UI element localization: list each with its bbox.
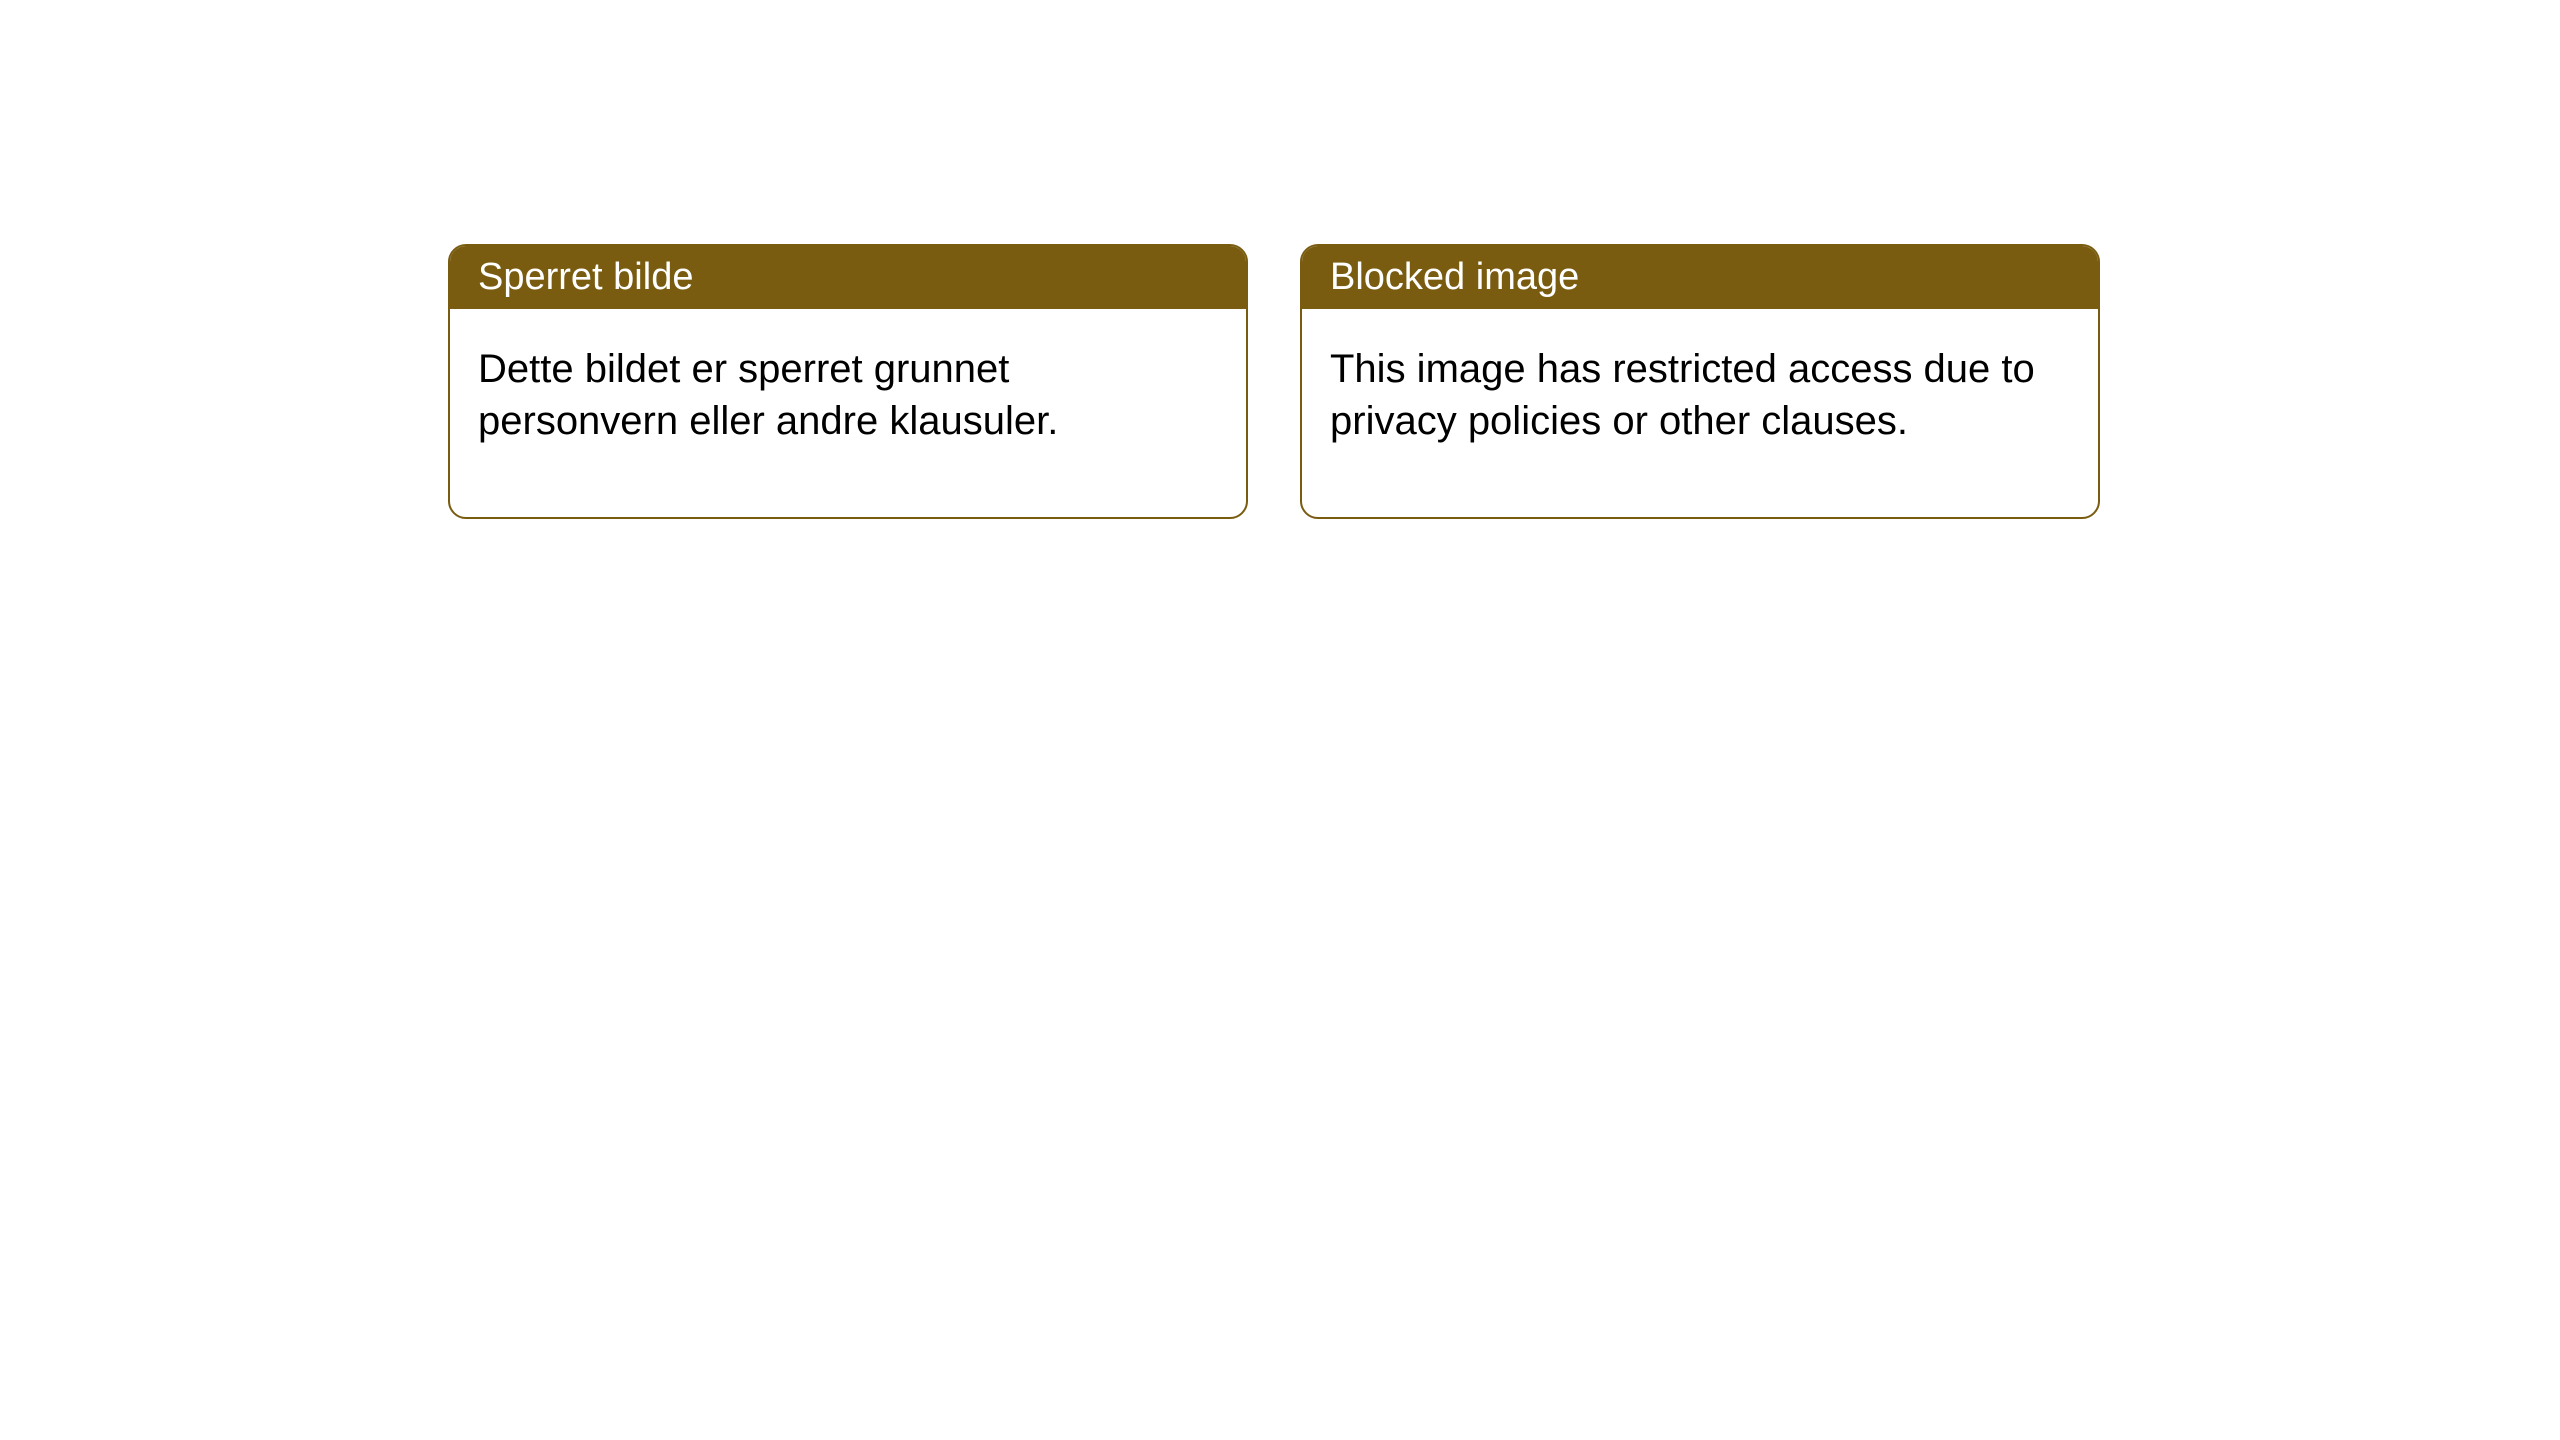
notice-header: Blocked image — [1302, 246, 2098, 309]
notice-container: Sperret bilde Dette bildet er sperret gr… — [0, 0, 2560, 519]
notice-card-english: Blocked image This image has restricted … — [1300, 244, 2100, 519]
notice-body: This image has restricted access due to … — [1302, 309, 2098, 517]
notice-header: Sperret bilde — [450, 246, 1246, 309]
notice-card-norwegian: Sperret bilde Dette bildet er sperret gr… — [448, 244, 1248, 519]
notice-body: Dette bildet er sperret grunnet personve… — [450, 309, 1246, 517]
